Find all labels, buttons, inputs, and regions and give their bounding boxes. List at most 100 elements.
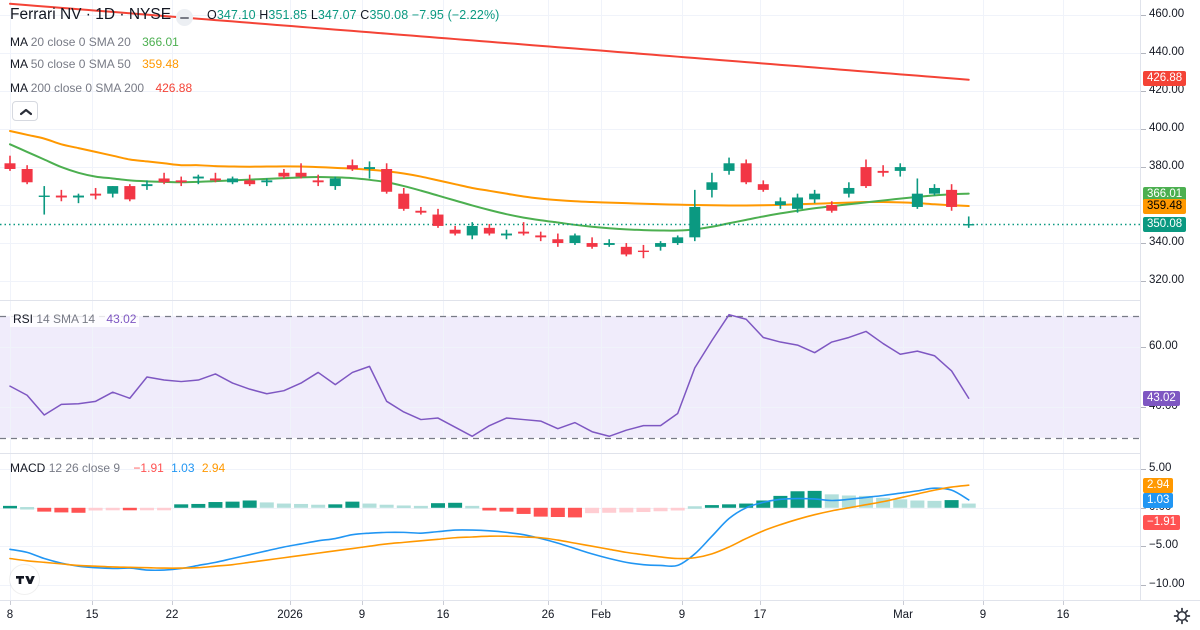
ma200-tag[interactable]: 426.88 bbox=[1143, 70, 1187, 86]
candle-body bbox=[706, 182, 718, 190]
ohlc-low-value: 347.07 bbox=[317, 8, 357, 22]
ohlc-change-percent: (−2.22%) bbox=[447, 8, 500, 22]
rsi-band bbox=[0, 316, 1140, 438]
ohlc-open-label: O bbox=[207, 8, 217, 22]
axis-tick bbox=[1141, 15, 1146, 16]
candle-body bbox=[158, 178, 170, 183]
macd-histogram-bar bbox=[533, 507, 548, 517]
macd-histogram-bar bbox=[893, 499, 908, 508]
rsi-axis-label: 60.00 bbox=[1149, 340, 1178, 352]
candle-body bbox=[261, 180, 273, 183]
macd-histogram-bar bbox=[859, 495, 873, 508]
chart-settings-button[interactable] bbox=[1172, 606, 1192, 626]
macd-histogram-bar bbox=[105, 507, 120, 511]
candle-body bbox=[364, 167, 376, 169]
candle-body bbox=[398, 193, 410, 209]
time-axis-label: 16 bbox=[436, 609, 450, 621]
macd-histogram-bar bbox=[20, 507, 35, 510]
candle-body bbox=[843, 187, 855, 194]
legend-ma200[interactable]: MA 200 close 0 SMA 200 426.88 bbox=[10, 81, 192, 95]
legend-rsi[interactable]: RSI 14 SMA 14 43.02 bbox=[10, 311, 140, 327]
macd-histogram-bar bbox=[379, 504, 394, 508]
ohlc-change: −7.95 bbox=[411, 8, 444, 22]
macd-histogram-bar bbox=[482, 507, 497, 511]
macd-histogram-bar bbox=[687, 506, 702, 509]
pane-divider-1[interactable] bbox=[0, 300, 1200, 301]
macd-hist-tag[interactable]: −1.91 bbox=[1143, 514, 1181, 530]
symbol-title[interactable]: Ferrari NV · 1D · NYSE bbox=[10, 6, 171, 24]
candle-body bbox=[672, 237, 684, 244]
macd-histogram-bar bbox=[174, 504, 189, 508]
candle-body bbox=[415, 210, 427, 213]
candle-body bbox=[946, 189, 958, 207]
candle-body bbox=[655, 243, 667, 247]
axis-tick bbox=[1141, 281, 1146, 282]
axis-tick bbox=[1141, 508, 1146, 509]
rsi-chart-canvas[interactable] bbox=[0, 301, 1140, 453]
candle-body bbox=[928, 187, 940, 194]
candle-body bbox=[227, 178, 239, 183]
time-axis-label: 9 bbox=[979, 609, 987, 621]
legend-macd-params: 12 26 close 9 bbox=[48, 461, 121, 475]
legend-ma20-params: 20 close 0 SMA 20 bbox=[30, 35, 131, 49]
legend-ma20[interactable]: MA 20 close 0 SMA 20 366.01 bbox=[10, 35, 179, 49]
price-pane[interactable] bbox=[0, 0, 1140, 300]
ma50-line bbox=[9, 130, 970, 208]
time-axis-label: 8 bbox=[6, 609, 14, 621]
tradingview-logo[interactable] bbox=[10, 565, 39, 594]
last-price-tag[interactable]: 350.08 bbox=[1143, 216, 1187, 232]
time-axis-label: 2026 bbox=[277, 609, 303, 621]
candle-body bbox=[518, 231, 530, 234]
ma50-tag[interactable]: 359.48 bbox=[1143, 198, 1187, 214]
price-chart-canvas[interactable] bbox=[0, 0, 1140, 300]
time-axis-tick bbox=[1063, 601, 1064, 605]
price-axis-label: 460.00 bbox=[1149, 8, 1185, 20]
legend-macd[interactable]: MACD 12 26 close 9 −1.91 1.03 2.94 bbox=[10, 461, 225, 475]
macd-signal-tag[interactable]: 2.94 bbox=[1143, 477, 1174, 493]
symbol-label: Ferrari NV · 1D · NYSE bbox=[10, 6, 172, 23]
macd-pane[interactable] bbox=[0, 454, 1140, 600]
ma20-line bbox=[9, 143, 970, 232]
candle-body bbox=[346, 165, 358, 169]
eye-hidden-icon[interactable] bbox=[176, 9, 193, 26]
time-scale[interactable]: 8 15 22 2026 9 16 26 Feb 9 17 Mar 9 16 bbox=[0, 600, 1200, 630]
macd-histogram-bar bbox=[790, 491, 805, 508]
macd-histogram-bar bbox=[516, 507, 531, 514]
price-scale[interactable]: 460.00 440.00 420.00 400.00 380.00 340.00 320.… bbox=[1140, 0, 1200, 600]
legend-ma20-title: MA bbox=[10, 35, 28, 49]
time-axis-tick bbox=[682, 601, 683, 605]
legend-ma200-value: 426.88 bbox=[155, 81, 193, 95]
candle-body bbox=[381, 168, 393, 192]
ma20-tag[interactable]: 366.01 bbox=[1143, 186, 1187, 202]
candle-body bbox=[689, 206, 701, 238]
collapse-pane-button[interactable] bbox=[12, 101, 38, 121]
macd-line-tag[interactable]: 1.03 bbox=[1143, 492, 1174, 508]
candle-body bbox=[620, 246, 632, 255]
candle-body bbox=[466, 225, 478, 236]
macd-axis-label: −10.00 bbox=[1149, 578, 1185, 590]
candle-series[interactable] bbox=[4, 155, 975, 259]
macd-histogram-bar bbox=[311, 504, 326, 508]
price-axis-label: 400.00 bbox=[1149, 122, 1185, 134]
macd-histogram-bar bbox=[3, 505, 17, 509]
time-axis-tick bbox=[548, 601, 549, 605]
legend-ma50[interactable]: MA 50 close 0 SMA 50 359.48 bbox=[10, 57, 179, 71]
pane-divider-2[interactable] bbox=[0, 453, 1200, 454]
macd-histogram-bar bbox=[756, 500, 771, 508]
candle-body bbox=[141, 184, 153, 187]
ohlc-low-label: L bbox=[310, 8, 318, 22]
macd-chart-canvas[interactable] bbox=[0, 454, 1140, 600]
macd-histogram-bar bbox=[876, 497, 891, 508]
rsi-value-tag[interactable]: 43.02 bbox=[1143, 390, 1180, 406]
legend-macd-title: MACD bbox=[10, 461, 46, 475]
axis-tick bbox=[1141, 585, 1146, 586]
rsi-pane[interactable] bbox=[0, 301, 1140, 453]
candle-body bbox=[432, 214, 444, 226]
candle-body bbox=[278, 172, 290, 177]
macd-histogram-bar bbox=[88, 507, 103, 511]
macd-histogram[interactable] bbox=[3, 490, 976, 518]
legend-ma200-title: MA bbox=[10, 81, 28, 95]
time-axis-tick bbox=[760, 601, 761, 605]
time-axis-label: 9 bbox=[678, 609, 686, 621]
axis-tick bbox=[1141, 243, 1146, 244]
